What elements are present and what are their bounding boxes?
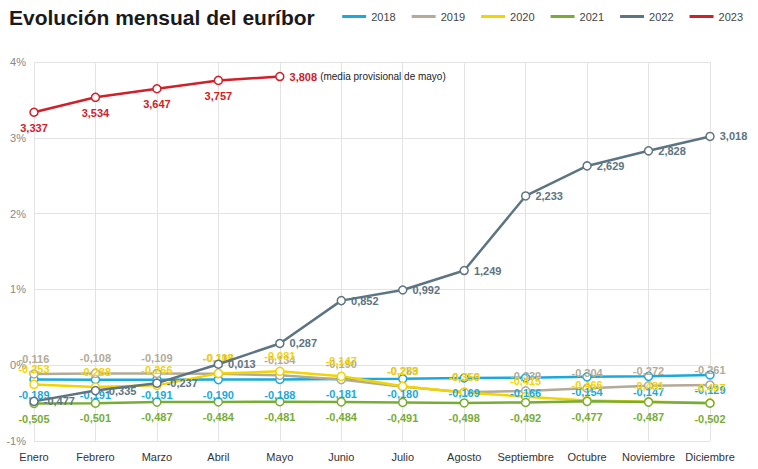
svg-text:-0,266: -0,266 — [141, 364, 172, 376]
svg-text:Abril: Abril — [207, 451, 229, 463]
svg-text:-0,189: -0,189 — [18, 388, 50, 401]
svg-text:-0,261: -0,261 — [694, 364, 725, 376]
svg-text:-0,492: -0,492 — [510, 412, 541, 424]
svg-text:-0,481: -0,481 — [264, 411, 295, 423]
svg-text:-0,166: -0,166 — [510, 387, 541, 399]
svg-text:-0,180: -0,180 — [387, 388, 418, 400]
svg-text:3,808: 3,808 — [290, 71, 321, 83]
svg-text:-0,466: -0,466 — [571, 379, 602, 391]
svg-text:4%: 4% — [10, 56, 26, 68]
svg-text:1%: 1% — [10, 283, 26, 295]
svg-text:-0,484: -0,484 — [203, 411, 235, 423]
svg-text:-0,272: -0,272 — [633, 365, 664, 377]
svg-text:-0,288: -0,288 — [80, 366, 111, 378]
svg-text:-0,335: -0,335 — [105, 385, 136, 397]
svg-text:Julio: Julio — [391, 451, 414, 463]
svg-text:-0,253: -0,253 — [18, 363, 49, 375]
svg-text:-0,283: -0,283 — [387, 365, 418, 377]
svg-text:-0,081: -0,081 — [264, 350, 295, 362]
svg-text:3,647: 3,647 — [143, 98, 171, 110]
svg-text:Junio: Junio — [328, 451, 354, 463]
svg-text:-0,147: -0,147 — [326, 355, 357, 367]
svg-text:-0,169: -0,169 — [449, 387, 480, 399]
svg-text:-0,477: -0,477 — [571, 411, 602, 423]
svg-text:2018: 2018 — [371, 11, 395, 23]
svg-text:0,287: 0,287 — [290, 337, 318, 349]
svg-text:3,757: 3,757 — [205, 90, 233, 102]
svg-text:0,992: 0,992 — [412, 284, 440, 296]
svg-text:-0,109: -0,109 — [141, 352, 172, 364]
svg-text:Enero: Enero — [19, 451, 48, 463]
svg-text:-0,359: -0,359 — [449, 371, 480, 383]
svg-text:Febrero: Febrero — [76, 451, 115, 463]
svg-text:-0,181: -0,181 — [326, 388, 357, 400]
svg-text:-0,116: -0,116 — [18, 352, 50, 365]
svg-text:Agosto: Agosto — [447, 451, 481, 463]
svg-text:Evolución mensual del euríbor: Evolución mensual del euríbor — [9, 6, 315, 29]
svg-text:-0,190: -0,190 — [203, 389, 234, 401]
svg-text:Noviembre: Noviembre — [622, 451, 675, 463]
svg-text:-0,191: -0,191 — [141, 389, 172, 401]
svg-text:-0,497: -0,497 — [694, 382, 725, 394]
svg-text:2%: 2% — [10, 208, 26, 220]
svg-text:-0,279: -0,279 — [387, 365, 418, 377]
svg-text:2021: 2021 — [580, 11, 604, 23]
svg-text:0,013: 0,013 — [228, 358, 256, 370]
svg-text:-1%: -1% — [6, 435, 26, 447]
svg-text:-0,415: -0,415 — [510, 375, 541, 387]
svg-text:-0,304: -0,304 — [571, 367, 603, 379]
svg-text:2020: 2020 — [510, 11, 534, 23]
svg-text:2022: 2022 — [649, 11, 673, 23]
svg-text:-0,484: -0,484 — [326, 411, 358, 423]
svg-text:3%: 3% — [10, 132, 26, 144]
svg-text:3,337: 3,337 — [20, 122, 48, 134]
svg-text:-0,237: -0,237 — [167, 377, 198, 389]
svg-text:-0,481: -0,481 — [633, 380, 664, 392]
svg-text:2019: 2019 — [441, 11, 465, 23]
svg-text:3,018: 3,018 — [720, 130, 748, 142]
svg-text:-0,498: -0,498 — [449, 412, 480, 424]
svg-text:-0,502: -0,502 — [694, 413, 725, 425]
svg-text:-0,487: -0,487 — [141, 411, 172, 423]
svg-text:-0,154: -0,154 — [571, 386, 603, 399]
svg-text:-0,108: -0,108 — [202, 352, 234, 365]
svg-text:Octubre: Octubre — [568, 451, 607, 463]
svg-text:Diciembre: Diciembre — [685, 451, 735, 463]
svg-text:2023: 2023 — [719, 11, 743, 23]
svg-text:2,233: 2,233 — [535, 190, 563, 202]
svg-text:-0,356: -0,356 — [449, 371, 480, 383]
svg-text:-0,505: -0,505 — [18, 413, 49, 425]
svg-text:Mayo: Mayo — [266, 451, 293, 463]
svg-text:Septiembre: Septiembre — [498, 451, 554, 463]
svg-text:Marzo: Marzo — [142, 451, 173, 463]
svg-text:-0,491: -0,491 — [387, 412, 418, 424]
svg-text:1,249: 1,249 — [474, 265, 502, 277]
svg-text:-0,501: -0,501 — [80, 412, 111, 424]
svg-text:-0,477: -0,477 — [44, 395, 75, 407]
svg-text:-0,487: -0,487 — [633, 411, 664, 423]
svg-text:2,828: 2,828 — [658, 145, 686, 157]
svg-text:(media provisional de mayo): (media provisional de mayo) — [320, 71, 446, 82]
svg-text:-0,108: -0,108 — [80, 352, 111, 364]
svg-text:-0,112: -0,112 — [203, 352, 234, 365]
svg-text:3,534: 3,534 — [82, 107, 110, 119]
svg-text:-0,188: -0,188 — [264, 389, 295, 401]
svg-text:2,629: 2,629 — [597, 160, 625, 172]
svg-text:0,852: 0,852 — [351, 295, 379, 307]
